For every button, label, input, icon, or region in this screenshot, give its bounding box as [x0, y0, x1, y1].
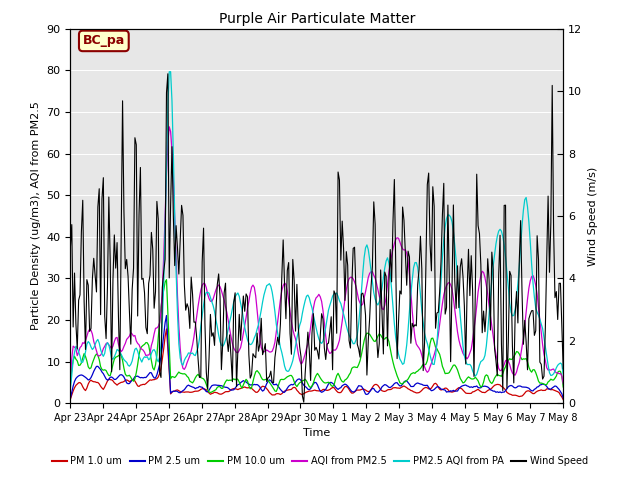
Y-axis label: Particle Density (ug/m3), AQI from PM2.5: Particle Density (ug/m3), AQI from PM2.5 — [31, 102, 41, 330]
Text: BC_pa: BC_pa — [83, 35, 125, 48]
Legend: PM 1.0 um, PM 2.5 um, PM 10.0 um, AQI from PM2.5, PM2.5 AQI from PA, Wind Speed: PM 1.0 um, PM 2.5 um, PM 10.0 um, AQI fr… — [48, 453, 592, 470]
Y-axis label: Wind Speed (m/s): Wind Speed (m/s) — [588, 167, 598, 265]
Bar — [70, 29, 563, 154]
Bar — [70, 154, 563, 278]
X-axis label: Time: Time — [303, 429, 330, 438]
Title: Purple Air Particulate Matter: Purple Air Particulate Matter — [219, 12, 415, 26]
